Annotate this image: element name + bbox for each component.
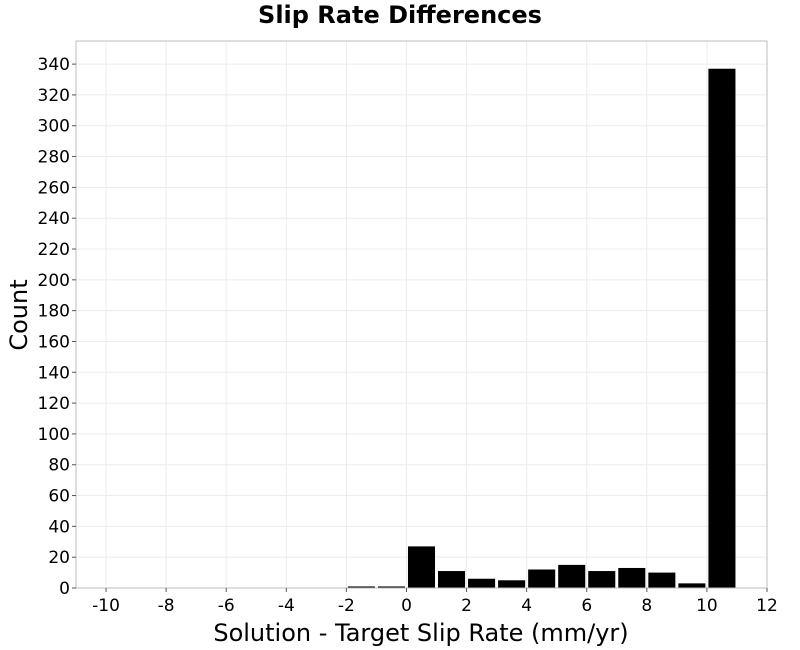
bar-layer (347, 68, 736, 588)
x-axis-label: Solution - Target Slip Rate (mm/yr) (213, 619, 628, 647)
chart-title: Slip Rate Differences (258, 1, 542, 29)
histogram-bar (618, 567, 646, 588)
y-tick-label: 120 (38, 394, 70, 414)
y-tick-label: 140 (38, 363, 70, 383)
x-tick-label: 6 (581, 596, 592, 616)
x-tick-label: -6 (218, 596, 235, 616)
x-axis-ticks: -10 -8 -6 -4 -2 0 2 4 6 8 10 12 (92, 588, 778, 616)
histogram-bar (708, 68, 736, 588)
y-tick-label: 300 (38, 117, 70, 137)
y-tick-label: 220 (38, 240, 70, 260)
y-tick-label: 180 (38, 302, 70, 322)
grid-layer (76, 41, 768, 589)
histogram-bar (528, 569, 556, 588)
histogram-bar (498, 580, 526, 588)
x-tick-label: 2 (461, 596, 472, 616)
histogram-bar (678, 583, 706, 588)
y-tick-label: 340 (38, 55, 70, 75)
x-tick-label: -8 (158, 596, 175, 616)
y-tick-label: 80 (48, 456, 70, 476)
x-tick-label: -2 (338, 596, 355, 616)
y-tick-label: 160 (38, 332, 70, 352)
histogram-bar (558, 564, 586, 588)
y-tick-label: 240 (38, 209, 70, 229)
y-tick-label: 260 (38, 178, 70, 198)
histogram-bar (468, 578, 496, 588)
x-tick-label: -10 (92, 596, 120, 616)
histogram-bar (438, 571, 466, 588)
y-tick-label: 40 (48, 517, 70, 537)
histogram-bar (588, 571, 616, 588)
histogram-bar (377, 586, 405, 588)
histogram-bar (407, 546, 436, 588)
x-tick-label: 4 (521, 596, 532, 616)
y-tick-label: 280 (38, 148, 70, 168)
x-tick-label: -4 (278, 596, 295, 616)
y-tick-label: 320 (38, 86, 70, 106)
x-tick-label: 0 (401, 596, 412, 616)
plot-frame (75, 40, 768, 589)
y-tick-label: 200 (38, 271, 70, 291)
y-tick-label: 20 (48, 548, 70, 568)
y-tick-label: 60 (48, 487, 70, 507)
y-axis-label: Count (5, 279, 33, 350)
x-tick-label: 8 (641, 596, 652, 616)
y-tick-label: 0 (59, 579, 70, 599)
histogram-bar (648, 572, 676, 588)
x-tick-label: 10 (696, 596, 718, 616)
y-tick-label: 100 (38, 425, 70, 445)
histogram-bar (347, 586, 375, 588)
x-tick-label: 12 (756, 596, 778, 616)
y-axis-ticks: 0 20 40 60 80 100 120 140 160 180 200 220 240 260 280 3… (38, 55, 76, 599)
